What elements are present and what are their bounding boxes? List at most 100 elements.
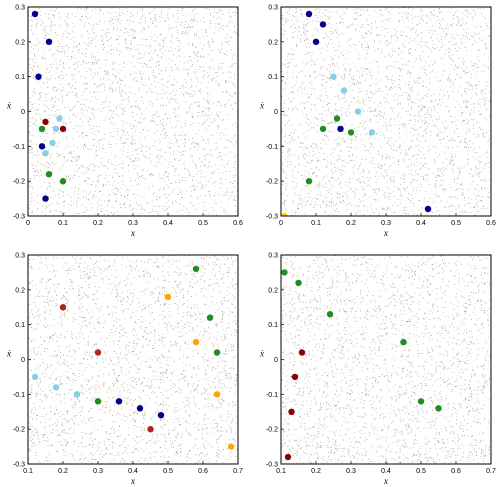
data-point	[368, 129, 376, 136]
data-point	[59, 304, 67, 311]
data-point	[73, 391, 81, 398]
data-point	[291, 373, 299, 381]
x-tick-label: 0.4	[128, 468, 138, 475]
series-1	[94, 265, 221, 405]
series-4	[115, 398, 165, 419]
x-tick-label: 0.6	[233, 220, 243, 227]
plot-frame	[280, 6, 492, 217]
x-tick-label: 0.1	[23, 468, 33, 475]
x-tick-label: 0.4	[381, 468, 391, 475]
y-tick-label: -0.1	[266, 144, 278, 151]
y-tick-label: 0.3	[15, 253, 25, 260]
data-point	[340, 87, 348, 94]
x-tick-label: 0	[279, 220, 283, 227]
data-point	[424, 205, 432, 213]
y-tick-label: 0.3	[15, 5, 25, 12]
chart-panel-4: 0.1 0.2 0.3 0.4 0.5 0.6 0.7 0.3 0.2 0.1 0 -0.1 -0.2 -…	[259, 253, 496, 487]
x-tick-label: 0.7	[233, 468, 243, 475]
x-tick-label: 0.2	[93, 220, 103, 227]
data-point	[295, 279, 302, 287]
series-3	[31, 373, 81, 398]
chaotic-sea-texture	[281, 7, 491, 216]
data-point	[147, 426, 154, 433]
data-point	[52, 125, 60, 133]
chaotic-sea-texture	[28, 7, 238, 216]
y-tick-label: -0.2	[266, 179, 278, 186]
data-point	[326, 311, 334, 318]
y-tick-label: 0.1	[15, 74, 25, 81]
y-axis-label: ẋ	[6, 101, 11, 111]
y-tick-label: -0.1	[13, 392, 25, 399]
y-tick-label: 0	[21, 357, 25, 364]
data-point	[400, 338, 407, 346]
x-tick-label: 0	[26, 220, 30, 227]
data-point	[35, 73, 42, 80]
chaotic-sea-texture	[28, 255, 238, 464]
data-point	[213, 391, 221, 398]
y-tick-label: -0.3	[266, 462, 278, 469]
x-tick-label: 0.3	[93, 468, 103, 475]
y-axis-label: ẋ	[6, 349, 11, 359]
x-tick-label: 0.2	[58, 468, 68, 475]
chart-panel-3: 0.1 0.2 0.3 0.4 0.5 0.6 0.7 0.3 0.2 0.1 0 -0.1 -0.2 -…	[6, 253, 243, 487]
x-tick-label: 0.1	[311, 220, 321, 227]
data-point	[192, 265, 200, 273]
data-point	[49, 139, 56, 147]
data-point	[206, 314, 214, 321]
data-point	[333, 115, 341, 122]
y-tick-label: 0.1	[15, 322, 25, 329]
series-4	[42, 118, 67, 133]
data-point	[213, 349, 221, 356]
data-point	[56, 115, 63, 122]
data-point	[227, 443, 235, 450]
y-tick-label: -0.2	[13, 179, 25, 186]
data-point	[330, 73, 337, 80]
data-point	[94, 398, 102, 405]
data-point	[417, 398, 425, 405]
y-tick-label: -0.2	[13, 427, 25, 434]
y-tick-label: 0.3	[268, 5, 278, 12]
data-point	[31, 10, 39, 18]
y-tick-label: 0	[21, 109, 25, 116]
y-tick-label: 0.2	[268, 287, 278, 294]
data-point	[337, 125, 344, 133]
y-tick-label: -0.3	[13, 462, 25, 469]
series-2	[42, 115, 63, 157]
data-point	[42, 195, 49, 202]
data-point	[354, 108, 362, 115]
series-4	[281, 212, 288, 216]
series-1	[305, 10, 432, 213]
data-point	[38, 143, 46, 150]
series-2	[164, 293, 235, 450]
y-tick-label: 0.2	[15, 39, 25, 46]
series-2	[330, 73, 376, 136]
data-point	[298, 349, 306, 356]
chart-panel-1: 0 0.1 0.2 0.3 0.4 0.5 0.6 0.3 0.2 0.1 0 -0.1 -0.2 -0.…	[6, 5, 243, 239]
data-point	[59, 178, 67, 185]
series-3	[305, 115, 355, 185]
x-tick-label: 0.3	[381, 220, 391, 227]
x-tick-label: 0.6	[486, 220, 496, 227]
data-point	[164, 293, 172, 300]
y-tick-label: 0.1	[268, 322, 278, 329]
data-point	[42, 150, 49, 157]
data-point	[52, 384, 60, 391]
data-point	[45, 171, 53, 178]
series-1	[31, 10, 53, 202]
x-axis-label: x	[130, 476, 135, 486]
series-1	[281, 269, 407, 346]
chaotic-sea-texture	[281, 255, 491, 464]
series-2	[284, 349, 306, 461]
x-tick-label: 0.4	[163, 220, 173, 227]
x-tick-label: 0.5	[416, 468, 426, 475]
data-point	[347, 129, 355, 136]
x-axis-label: x	[383, 476, 388, 486]
y-tick-label: 0.2	[268, 39, 278, 46]
x-axis-label: x	[383, 228, 388, 238]
y-axis-label: ẋ	[259, 101, 264, 111]
data-point	[281, 269, 288, 276]
x-tick-label: 0.6	[451, 468, 461, 475]
y-tick-label: 0.1	[268, 74, 278, 81]
y-tick-label: 0.2	[15, 287, 25, 294]
data-point	[42, 118, 49, 126]
